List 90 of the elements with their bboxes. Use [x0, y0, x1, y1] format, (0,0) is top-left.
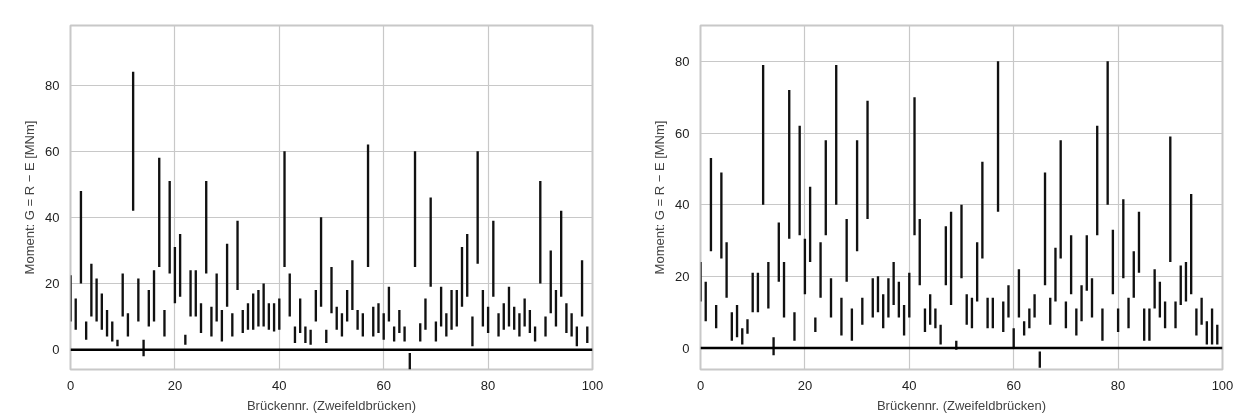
- x-tick-label: 60: [376, 377, 391, 393]
- bar: [90, 263, 93, 317]
- x-tick-label: 80: [1110, 377, 1126, 393]
- x-tick-label: 0: [66, 377, 75, 393]
- bar: [283, 151, 286, 267]
- y-axis-title: Moment: G = R − E [MNm]: [22, 120, 38, 275]
- bar: [330, 266, 333, 314]
- bar: [1075, 308, 1078, 336]
- bar: [476, 151, 479, 264]
- bar: [236, 220, 239, 291]
- bar: [356, 309, 359, 330]
- bar: [445, 313, 448, 337]
- bar: [1054, 247, 1057, 302]
- bar: [163, 309, 166, 337]
- bar: [845, 219, 848, 282]
- bar: [518, 313, 521, 337]
- y-tick-label: 20: [45, 276, 60, 291]
- bar: [1028, 308, 1031, 329]
- bar: [1101, 308, 1104, 341]
- bar: [403, 326, 406, 342]
- bar: [471, 316, 474, 347]
- y-tick-label: 80: [45, 77, 60, 93]
- bar: [1007, 285, 1010, 318]
- bar: [570, 313, 573, 337]
- bar: [450, 290, 453, 330]
- bar: [1148, 308, 1151, 341]
- x-tick-label: 20: [797, 377, 813, 393]
- y-tick-label: 40: [675, 197, 690, 213]
- bar: [725, 242, 728, 298]
- bar: [95, 278, 98, 322]
- bar: [746, 319, 749, 334]
- bar: [262, 283, 265, 327]
- bar: [913, 97, 916, 236]
- bar: [1153, 269, 1156, 309]
- bar: [1080, 285, 1083, 322]
- bar: [819, 242, 822, 298]
- bar: [309, 329, 312, 345]
- bar: [215, 273, 218, 322]
- bar: [986, 297, 989, 329]
- y-tick-label: 80: [675, 53, 690, 69]
- x-axis-title: Brückennr. (Zweifeldbrücken): [246, 397, 417, 413]
- y-tick-label: 40: [45, 209, 60, 225]
- bar: [1106, 61, 1109, 205]
- bar: [1174, 301, 1177, 329]
- bar: [960, 204, 963, 279]
- bar: [1200, 297, 1203, 325]
- x-tick-label: 60: [1006, 377, 1021, 393]
- bar: [565, 303, 568, 334]
- x-tick-label: 40: [902, 377, 917, 393]
- x-tick-label: 80: [480, 377, 496, 393]
- bar: [1195, 308, 1198, 336]
- bar: [720, 172, 723, 259]
- x-tick-label: 40: [272, 377, 287, 393]
- y-tick-label: 60: [45, 143, 60, 159]
- bar: [934, 308, 937, 329]
- x-tick-label: 100: [581, 377, 604, 393]
- bar: [793, 312, 796, 341]
- bar: [887, 278, 890, 318]
- bar: [939, 324, 942, 345]
- bar: [866, 100, 869, 219]
- y-tick-label: 0: [52, 342, 60, 358]
- bar: [840, 297, 843, 336]
- bar: [116, 339, 119, 347]
- bar: [544, 316, 547, 337]
- y-tick-label: 20: [675, 268, 690, 284]
- y-tick-label: 60: [675, 125, 690, 141]
- bar: [184, 334, 187, 345]
- bar: [814, 317, 817, 332]
- bar: [304, 326, 307, 344]
- bar: [137, 278, 140, 322]
- bar: [892, 262, 895, 305]
- bar: [351, 260, 354, 310]
- bar: [767, 262, 770, 309]
- y-axis-title: Moment: G = R − E [MNm]: [652, 120, 668, 275]
- bar: [523, 298, 526, 327]
- bar: [1033, 294, 1036, 318]
- bar: [497, 313, 500, 337]
- bar: [1127, 297, 1130, 329]
- bar: [377, 303, 380, 334]
- x-tick-label: 20: [167, 377, 183, 393]
- y-tick-label: 0: [682, 340, 690, 356]
- bar: [210, 306, 213, 337]
- bar: [424, 298, 427, 330]
- bar: [398, 309, 401, 334]
- bar: [981, 161, 984, 259]
- x-tick-label: 100: [1211, 377, 1234, 393]
- bar: [257, 290, 260, 327]
- x-axis-title: Brückennr. (Zweifeldbrücken): [876, 397, 1047, 413]
- x-tick-label: 0: [696, 377, 705, 393]
- bar: [189, 270, 192, 317]
